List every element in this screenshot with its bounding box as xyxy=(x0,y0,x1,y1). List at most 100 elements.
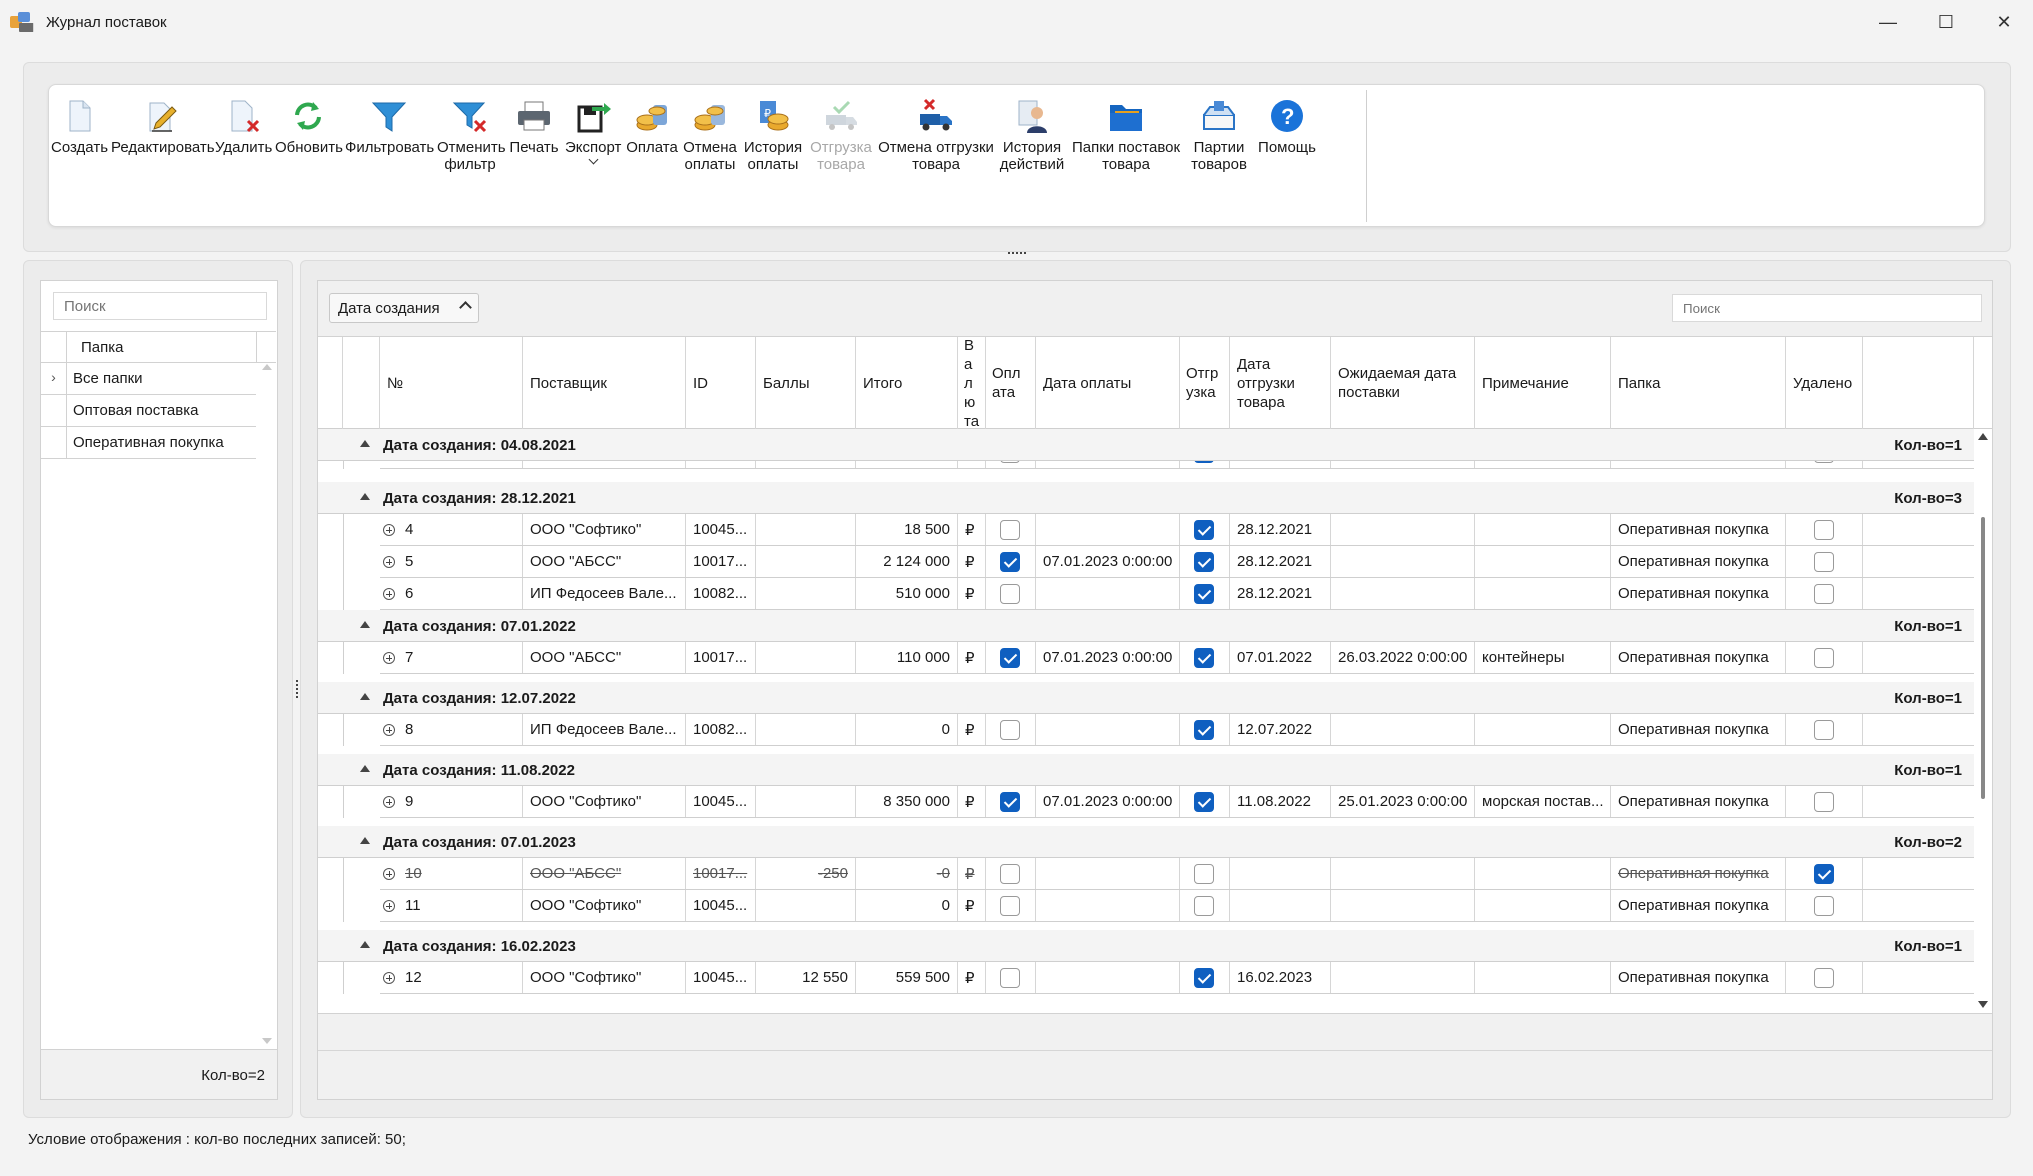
collapse-icon[interactable] xyxy=(360,941,370,948)
cancel-shipment-button[interactable]: Отмена отгрузки товара xyxy=(875,85,997,226)
column-header-total[interactable]: Итого xyxy=(856,337,958,429)
shipped-checkbox[interactable] xyxy=(1194,864,1214,884)
edit-button[interactable]: Редактировать xyxy=(109,85,215,226)
expand-row-icon[interactable] xyxy=(383,588,395,600)
expand-row-icon[interactable] xyxy=(383,524,395,536)
refresh-button[interactable]: Обновить xyxy=(273,85,343,226)
shipped-checkbox[interactable] xyxy=(1194,648,1214,668)
group-by-button[interactable]: Дата создания xyxy=(329,293,479,323)
create-button[interactable]: Создать xyxy=(49,85,109,226)
deleted-checkbox[interactable] xyxy=(1813,584,1834,604)
payment-button[interactable]: Оплата xyxy=(623,85,681,226)
column-header-expected[interactable]: Ожидаемая дата поставки xyxy=(1331,337,1475,429)
table-row[interactable]: 11 ООО "Софтико" 10045... 0 ₽ Оперативная пок… xyxy=(318,890,1974,922)
minimize-button[interactable]: — xyxy=(1879,11,1897,32)
expand-row-icon[interactable] xyxy=(383,796,395,808)
filter-button[interactable]: Фильтровать xyxy=(343,85,435,226)
action-history-button[interactable]: История действий xyxy=(997,85,1067,226)
shipped-checkbox[interactable] xyxy=(1194,720,1214,740)
group-row[interactable]: Дата создания: 11.08.2022 Кол-во=1 xyxy=(318,754,1974,786)
column-header-cur[interactable]: В ал ю та xyxy=(958,337,986,430)
paid-checkbox[interactable] xyxy=(1000,896,1020,916)
deleted-checkbox[interactable] xyxy=(1813,864,1834,884)
folder-item-operational[interactable]: Оперативная покупка xyxy=(41,427,256,459)
expand-row-icon[interactable] xyxy=(383,868,395,880)
column-header-paid[interactable]: Опл ата xyxy=(986,337,1036,429)
table-row[interactable]: 8 ИП Федосеев Вале... 10082... 0 ₽12.07.2022… xyxy=(318,714,1974,746)
group-row[interactable]: Дата создания: 07.01.2023 Кол-во=2 xyxy=(318,826,1974,858)
deleted-checkbox[interactable] xyxy=(1813,792,1834,812)
shipped-checkbox[interactable] xyxy=(1194,968,1214,988)
grid-scrollbar[interactable] xyxy=(1974,429,1992,1013)
table-row[interactable]: 7 ООО "АБСС" 10017... 110 000 ₽07.01.2023 0:… xyxy=(318,642,1974,674)
expand-row-icon[interactable] xyxy=(383,972,395,984)
column-header-deleted[interactable]: Удалено xyxy=(1786,337,1863,429)
deleted-checkbox[interactable] xyxy=(1813,648,1834,668)
expand-row-icon[interactable] xyxy=(383,556,395,568)
group-row[interactable]: Дата создания: 07.01.2022 Кол-во=1 xyxy=(318,610,1974,642)
folder-item-wholesale[interactable]: Оптовая поставка xyxy=(41,395,256,427)
column-header-folder[interactable]: Папка xyxy=(1611,337,1786,429)
cancel-filter-button[interactable]: Отменить фильтр xyxy=(435,85,506,226)
column-header-note[interactable]: Примечание xyxy=(1475,337,1611,429)
paid-checkbox[interactable] xyxy=(1000,792,1020,812)
paid-checkbox[interactable] xyxy=(1000,720,1020,740)
payment-history-button[interactable]: ₽ История оплаты xyxy=(739,85,807,226)
column-header-id[interactable]: ID xyxy=(686,337,756,429)
help-button[interactable]: ? Помощь xyxy=(1253,85,1321,226)
close-button[interactable]: ✕ xyxy=(1996,11,2012,32)
vertical-splitter[interactable] xyxy=(296,680,299,698)
batches-button[interactable]: Партии товаров xyxy=(1185,85,1253,226)
shipped-checkbox[interactable] xyxy=(1194,896,1214,916)
chevron-down-icon[interactable] xyxy=(588,154,598,165)
deleted-checkbox[interactable] xyxy=(1813,552,1834,572)
folder-column-header[interactable]: Папка xyxy=(81,339,124,356)
paid-checkbox[interactable] xyxy=(1000,520,1020,540)
group-row[interactable]: Дата создания: 16.02.2023 Кол-во=1 xyxy=(318,930,1974,962)
group-row[interactable]: Дата создания: 04.08.2021 Кол-во=1 xyxy=(318,429,1974,461)
table-row[interactable]: 5 ООО "АБСС" 10017... 2 124 000 ₽07.01.2023 … xyxy=(318,546,1974,578)
paid-checkbox[interactable] xyxy=(1000,968,1020,988)
maximize-button[interactable]: ☐ xyxy=(1937,11,1955,32)
table-row[interactable]: 4 ООО "Софтико" 10045... 18 500 ₽28.12.2021 О… xyxy=(318,514,1974,546)
print-button[interactable]: Печать xyxy=(505,85,563,226)
cancel-payment-button[interactable]: Отмена оплаты xyxy=(681,85,739,226)
shipment-button[interactable]: Отгрузка товара xyxy=(807,85,875,226)
collapse-icon[interactable] xyxy=(360,621,370,628)
expand-row-icon[interactable] xyxy=(383,652,395,664)
scroll-down-icon[interactable] xyxy=(1978,1001,1988,1008)
table-row[interactable]: 6 ИП Федосеев Вале... 10082... 510 000 ₽28.1… xyxy=(318,578,1974,610)
paid-checkbox[interactable] xyxy=(1000,648,1020,668)
group-row[interactable]: Дата создания: 12.07.2022 Кол-во=1 xyxy=(318,682,1974,714)
table-row[interactable]: 12 ООО "Софтико" 10045... 12 550 559 500 ₽16.… xyxy=(318,962,1974,994)
paid-checkbox[interactable] xyxy=(1000,552,1020,572)
column-header-paydate[interactable]: Дата оплаты xyxy=(1036,337,1180,429)
column-header-supplier[interactable]: Поставщик xyxy=(523,337,686,429)
collapse-icon[interactable] xyxy=(360,440,370,447)
folder-search-input[interactable] xyxy=(53,292,267,320)
shipped-checkbox[interactable] xyxy=(1194,584,1214,604)
column-header-points[interactable]: Баллы xyxy=(756,337,856,429)
deleted-checkbox[interactable] xyxy=(1813,896,1834,916)
column-header-shipdate[interactable]: Дата отгрузки товара xyxy=(1230,337,1331,429)
column-header-shipped[interactable]: Отгр узка xyxy=(1180,337,1230,429)
collapse-icon[interactable] xyxy=(360,837,370,844)
delete-button[interactable]: Удалить xyxy=(213,85,273,226)
shipped-checkbox[interactable] xyxy=(1194,792,1214,812)
supply-folders-button[interactable]: Папки поставок товара xyxy=(1067,85,1185,226)
deleted-checkbox[interactable] xyxy=(1813,720,1834,740)
scroll-thumb[interactable] xyxy=(1981,517,1985,799)
paid-checkbox[interactable] xyxy=(1000,864,1020,884)
expand-icon[interactable]: › xyxy=(41,363,67,394)
export-button[interactable]: Экспорт xyxy=(563,85,623,226)
collapse-icon[interactable] xyxy=(360,493,370,500)
expand-row-icon[interactable] xyxy=(383,724,395,736)
paid-checkbox[interactable] xyxy=(1000,584,1020,604)
expand-row-icon[interactable] xyxy=(383,900,395,912)
horizontal-splitter[interactable] xyxy=(1008,252,1026,256)
deleted-checkbox[interactable] xyxy=(1813,520,1834,540)
scroll-up-icon[interactable] xyxy=(1978,433,1988,440)
folder-scrollbar[interactable] xyxy=(258,364,276,1044)
grid-search-input[interactable] xyxy=(1672,294,1982,322)
collapse-icon[interactable] xyxy=(360,693,370,700)
